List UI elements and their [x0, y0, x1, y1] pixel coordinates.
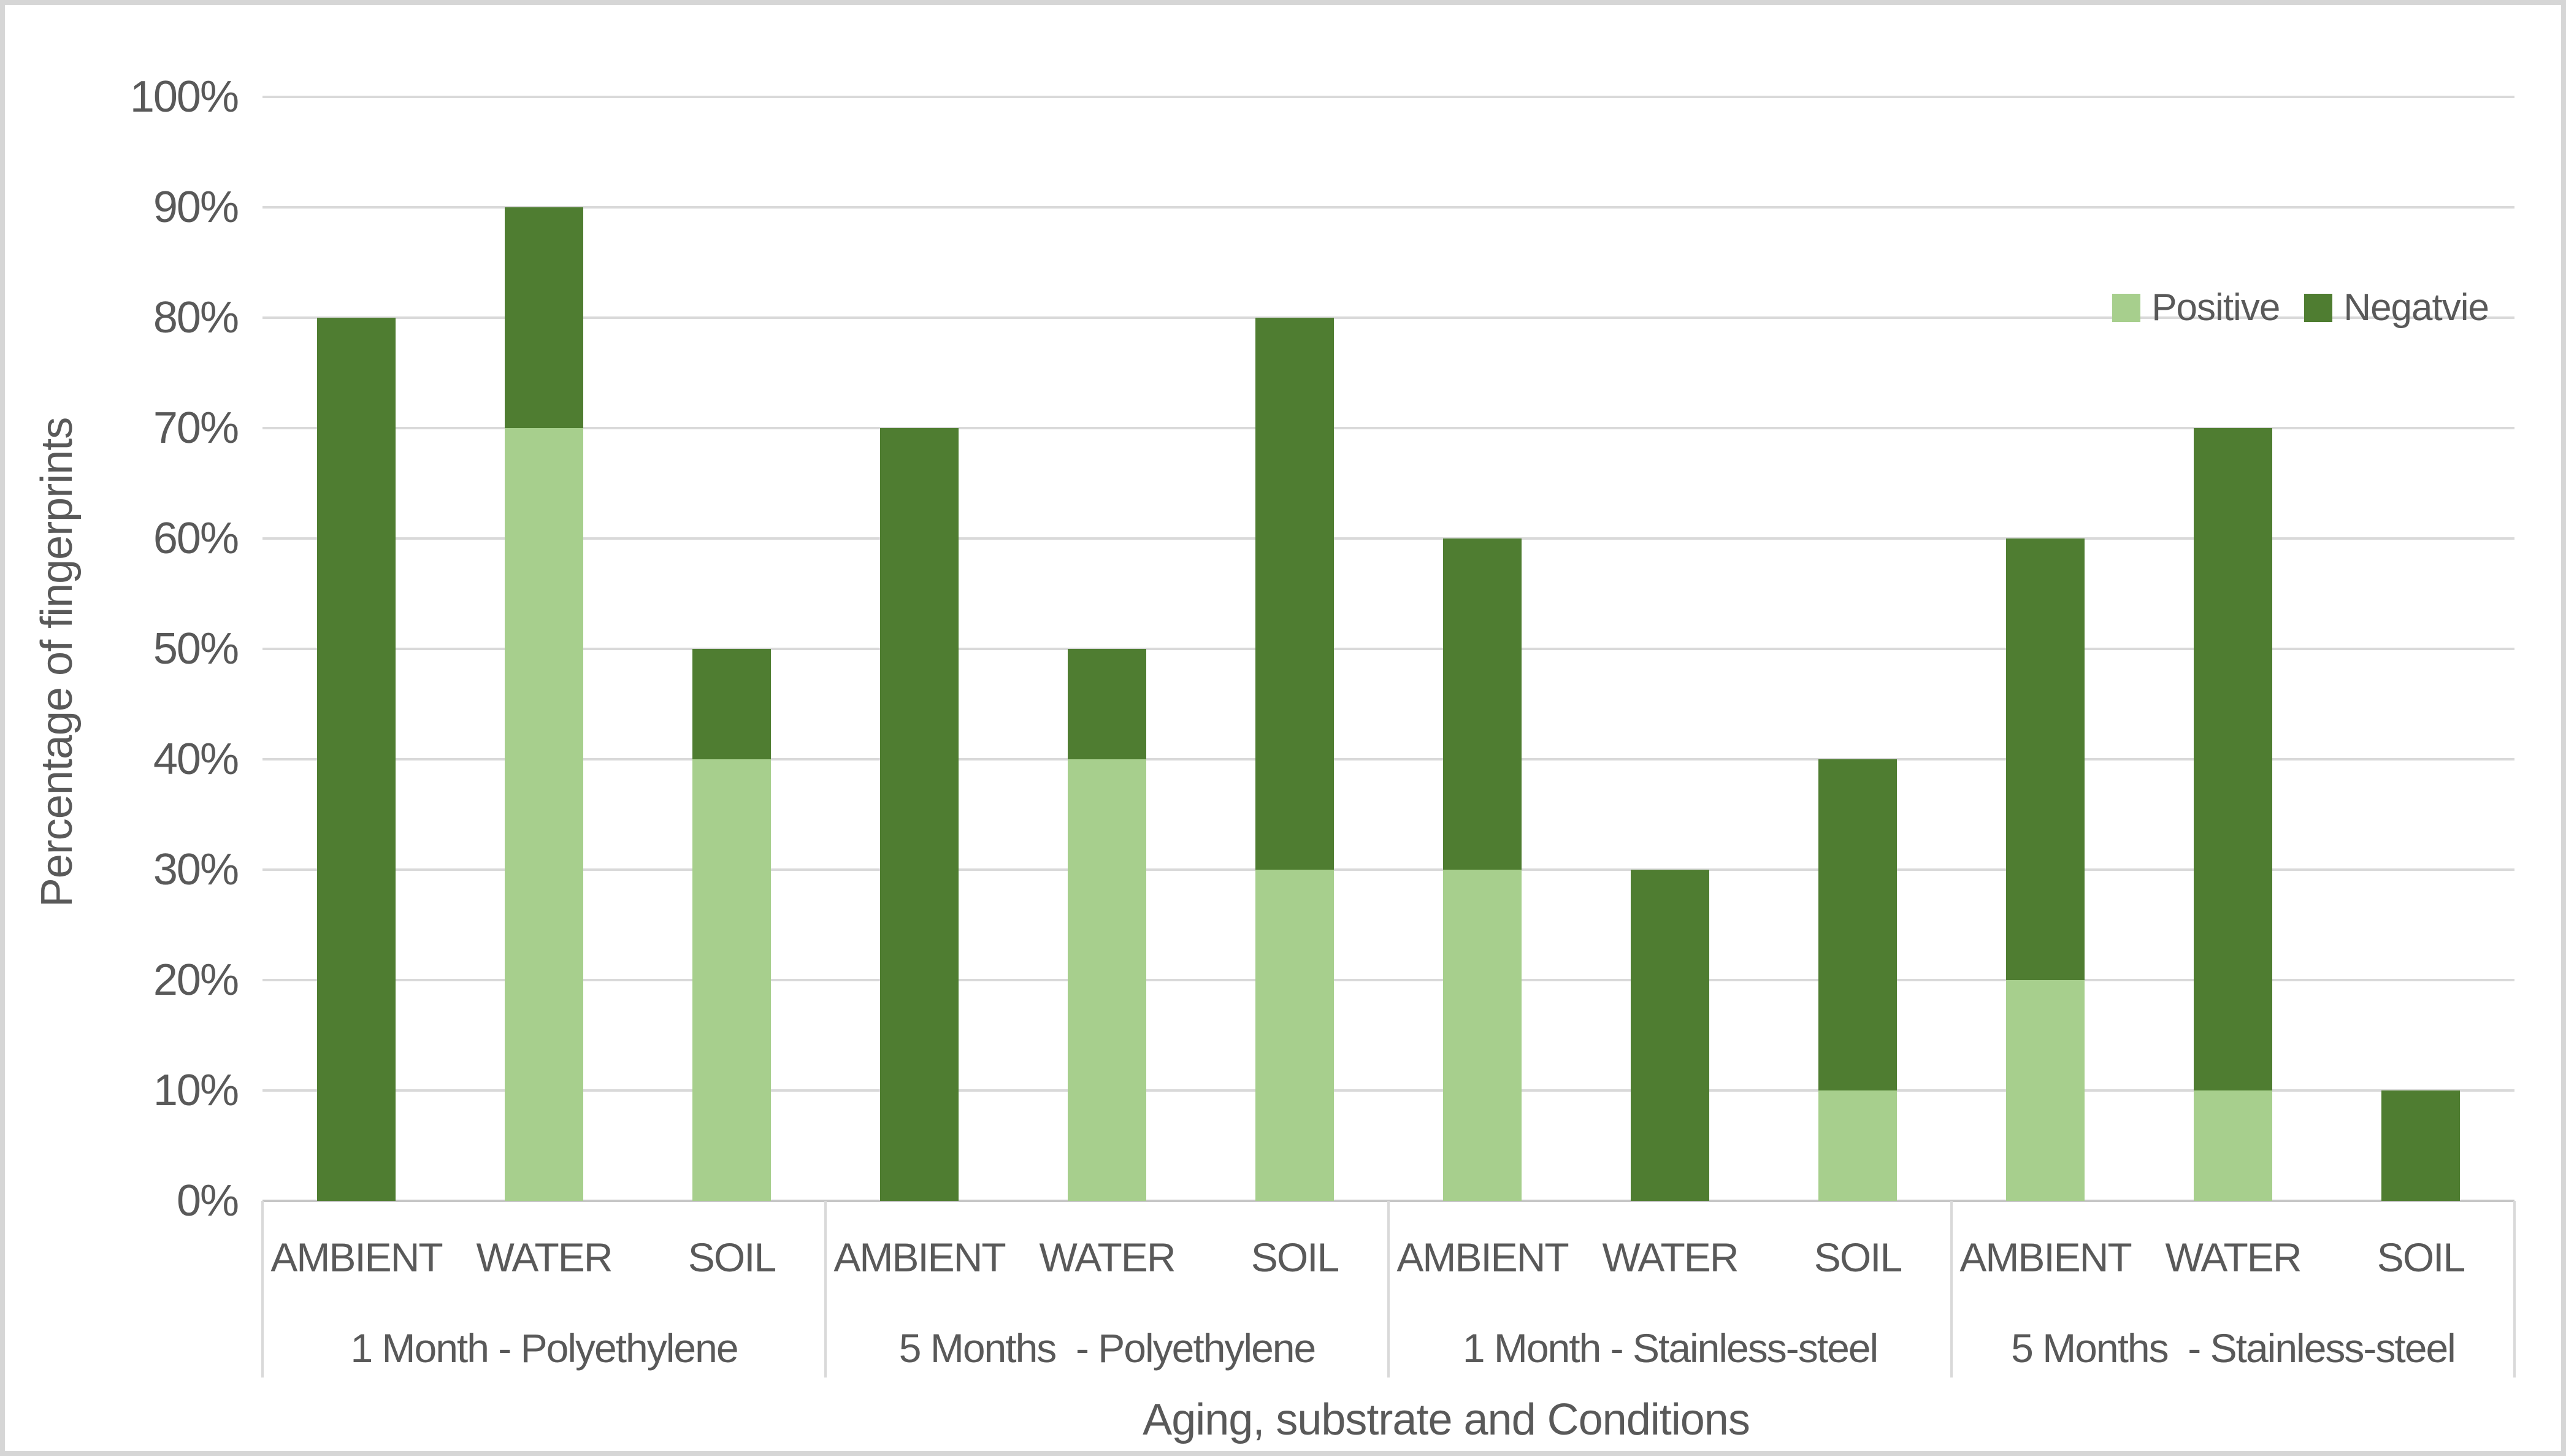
gridline [262, 1089, 2514, 1092]
y-tick-label: 10% [153, 1066, 239, 1115]
legend-item-negative: Negatvie [2304, 286, 2489, 329]
x-category-label: WATER [1039, 1235, 1176, 1280]
group-divider [824, 1201, 827, 1377]
group-divider [1387, 1201, 1390, 1377]
x-category-label: AMBIENT [1959, 1235, 2132, 1280]
legend-swatch-negative [2304, 293, 2333, 322]
x-category-label: AMBIENT [270, 1235, 443, 1280]
gridline [262, 427, 2514, 429]
bar-segment-negative [505, 207, 583, 428]
bar-segment-negative [1068, 649, 1146, 759]
legend-label-negative: Negatvie [2343, 286, 2489, 329]
legend-swatch-positive [2112, 293, 2141, 322]
x-category-label: AMBIENT [1396, 1235, 1569, 1280]
x-category-label: SOIL [2376, 1235, 2465, 1280]
y-tick-label: 0% [176, 1176, 239, 1225]
x-category-label: AMBIENT [833, 1235, 1006, 1280]
legend-item-positive: Positive [2112, 286, 2280, 329]
bar-segment-negative [317, 318, 396, 1201]
bar-segment-negative [2381, 1090, 2460, 1201]
gridline [262, 96, 2514, 98]
y-tick-label: 90% [153, 183, 239, 232]
gridline [262, 979, 2514, 981]
x-group-label: 1 Month - Polyethylene [350, 1325, 738, 1371]
x-axis-title: Aging, substrate and Conditions [1143, 1395, 1750, 1444]
bar-segment-positive [2006, 980, 2085, 1201]
gridline [262, 206, 2514, 209]
gridline [262, 316, 2514, 319]
bar-segment-negative [692, 649, 771, 759]
y-tick-label: 50% [153, 624, 239, 673]
y-tick-label: 20% [153, 956, 239, 1005]
y-tick-label: 70% [153, 404, 239, 453]
x-category-label: SOIL [687, 1235, 776, 1280]
gridline [262, 868, 2514, 871]
group-divider [261, 1201, 264, 1377]
group-divider [1950, 1201, 1953, 1377]
y-axis-title: Percentage of fingerprints [33, 417, 82, 908]
x-group-label: 1 Month - Stainless-steel [1462, 1325, 1879, 1371]
bar-segment-negative [1443, 538, 1522, 870]
x-group-label: 5 Months - Stainless-steel [2011, 1325, 2456, 1371]
y-tick-label: 30% [153, 845, 239, 894]
y-tick-label: 60% [153, 514, 239, 563]
gridline [262, 648, 2514, 650]
bar-segment-negative [2006, 538, 2085, 980]
plot-area: 0% 10% 20% 30% 40% 50% 60% 70% 80% 90% 100% AMBIENT… [5, 5, 2561, 1451]
gridline [262, 758, 2514, 761]
legend: Positive Negatvie [2112, 286, 2489, 329]
bar-segment-positive [1443, 870, 1522, 1201]
y-tick-label: 40% [153, 735, 239, 784]
bar-segment-positive [2194, 1090, 2272, 1201]
bar-segment-positive [1818, 1090, 1897, 1201]
legend-label-positive: Positive [2151, 286, 2280, 329]
x-category-label: SOIL [1250, 1235, 1339, 1280]
bar-segment-positive [1068, 759, 1146, 1201]
bar-segment-negative [2194, 428, 2272, 1090]
x-category-label: WATER [476, 1235, 613, 1280]
bar-segment-negative [1255, 318, 1334, 870]
bar-segment-positive [505, 428, 583, 1201]
x-category-label: WATER [2165, 1235, 2302, 1280]
bar-segment-negative [880, 428, 959, 1201]
bar-segment-positive [692, 759, 771, 1201]
y-tick-label: 80% [153, 293, 239, 342]
x-category-label: WATER [1602, 1235, 1739, 1280]
group-divider [2513, 1201, 2516, 1377]
bar-segment-negative [1818, 759, 1897, 1090]
gridline [262, 537, 2514, 540]
y-tick-label: 100% [129, 72, 239, 121]
bar-segment-positive [1255, 870, 1334, 1201]
x-category-label: SOIL [1813, 1235, 1902, 1280]
x-group-label: 5 Months - Polyethylene [898, 1325, 1316, 1371]
bar-segment-negative [1631, 870, 1709, 1201]
